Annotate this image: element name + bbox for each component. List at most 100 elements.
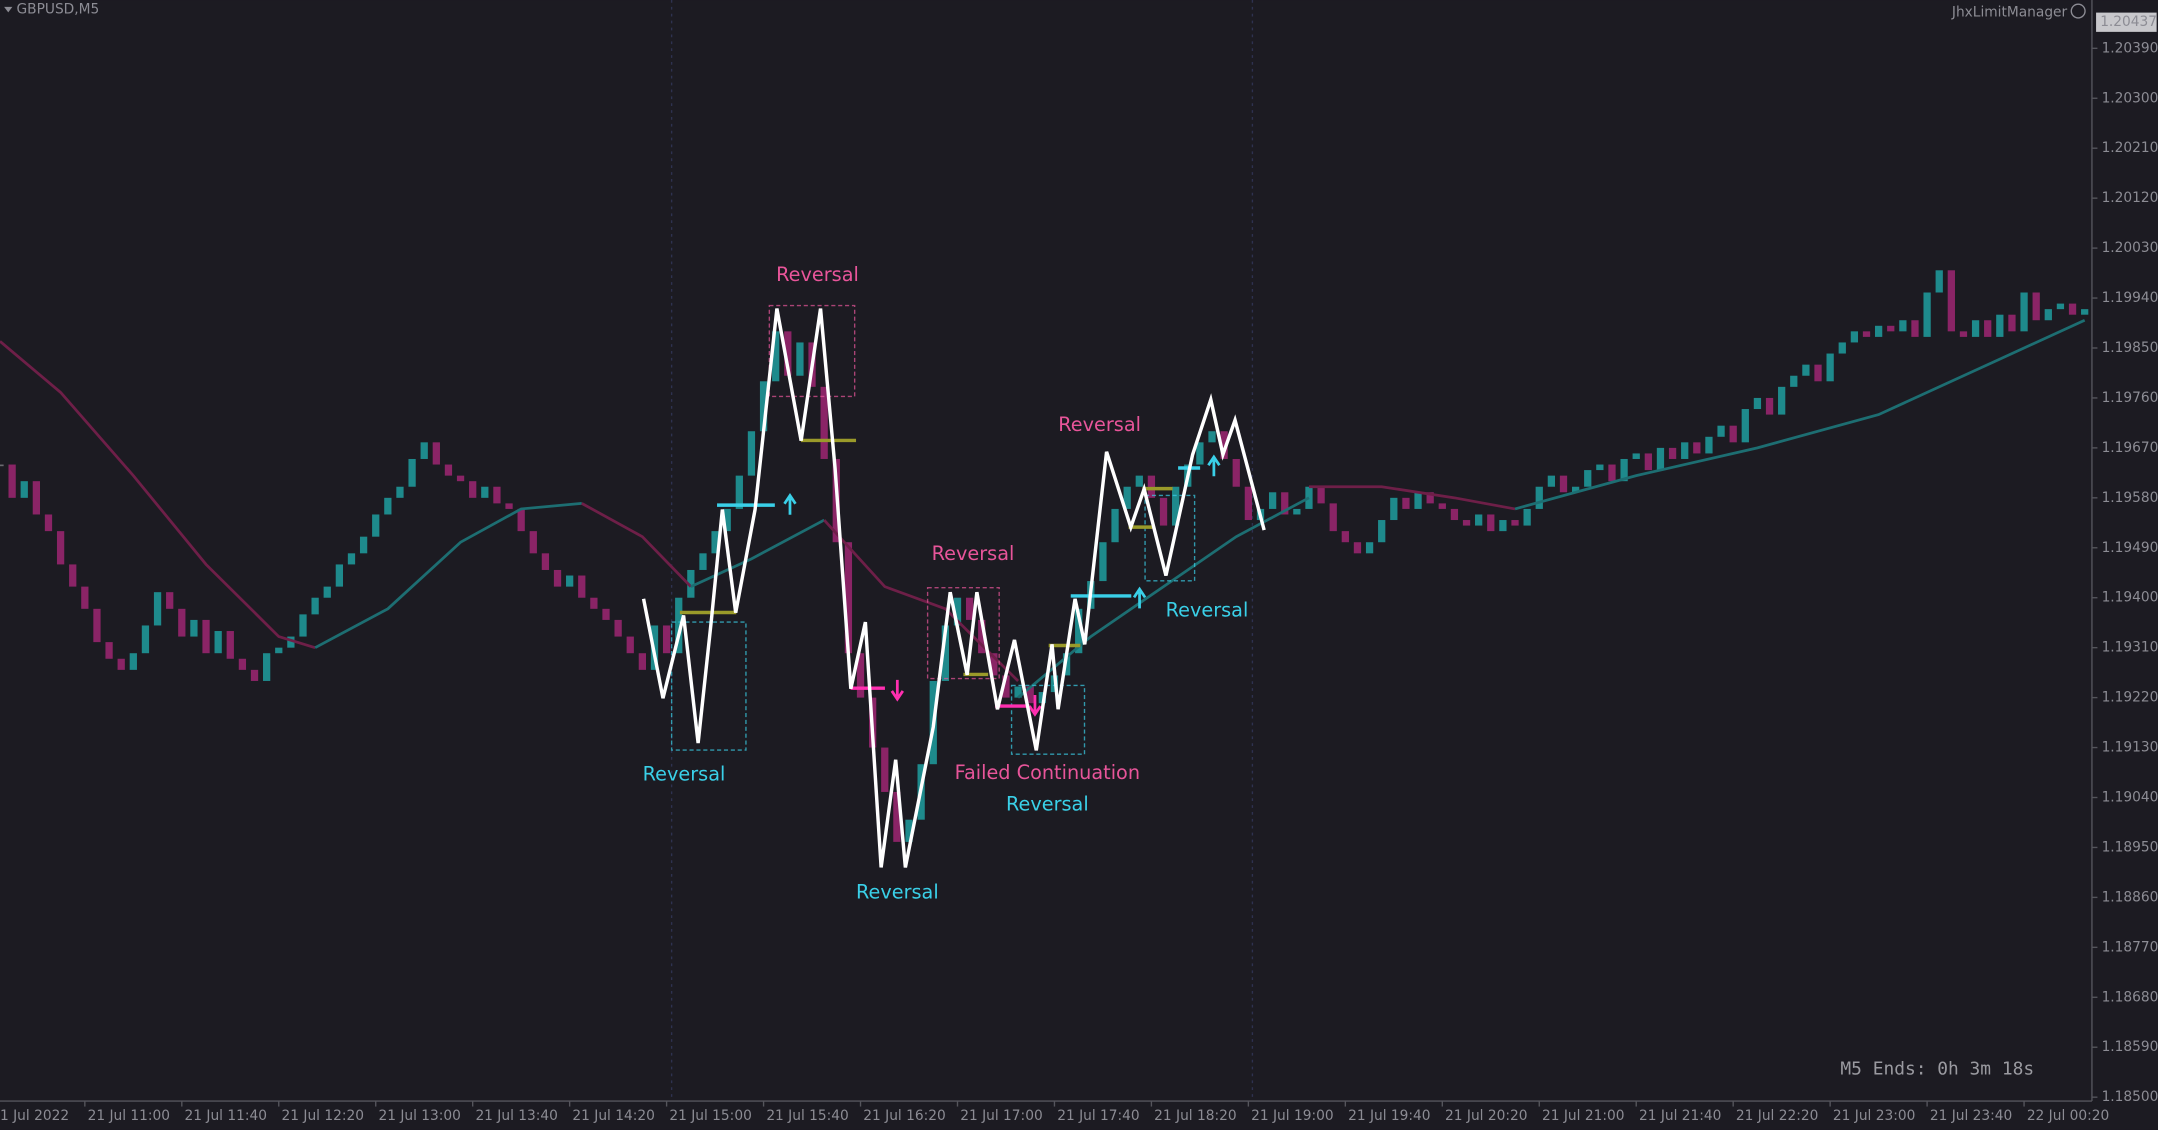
candle-body bbox=[1232, 458, 1240, 487]
candle-body bbox=[2020, 292, 2028, 332]
candle-body bbox=[1462, 520, 1471, 526]
indicator-icon[interactable] bbox=[2070, 3, 2086, 19]
zone-box bbox=[670, 621, 747, 751]
candle-body bbox=[2056, 303, 2065, 310]
candle-body bbox=[384, 497, 392, 515]
candle-body bbox=[2044, 309, 2052, 321]
x-tick-label: 21 Jul 11:40 bbox=[185, 1108, 267, 1124]
x-tick-label: 21 Jul 18:20 bbox=[1154, 1108, 1236, 1124]
candle-body bbox=[444, 464, 453, 476]
candle-body bbox=[1608, 464, 1616, 482]
candle-body bbox=[1923, 292, 1931, 337]
axes: 1.20390 1.20300 1.20210 1.20120 1.20030 1.199… bbox=[0, 12, 2158, 1124]
candle-body bbox=[1535, 486, 1543, 509]
candle-body bbox=[1378, 520, 1386, 543]
candle-body bbox=[1959, 331, 1968, 337]
arrows bbox=[783, 454, 1221, 717]
candle-body bbox=[56, 531, 65, 565]
y-tick-label: 1.18770 bbox=[2102, 939, 2158, 955]
candle-body bbox=[553, 569, 562, 587]
candle-body bbox=[1753, 397, 1762, 410]
moving-average bbox=[0, 340, 316, 649]
candle-body bbox=[214, 631, 222, 654]
candle-body bbox=[844, 542, 853, 654]
y-tick-label: 1.18500 bbox=[2102, 1089, 2158, 1105]
candle-body bbox=[408, 458, 416, 487]
zigzag-line bbox=[641, 308, 1266, 868]
candle-body bbox=[69, 564, 77, 587]
x-tick-label: 21 Jul 23:40 bbox=[1930, 1108, 2012, 1124]
candle-body bbox=[117, 658, 125, 670]
x-tick-label: 21 Jul 17:40 bbox=[1057, 1108, 1139, 1124]
y-tick-label: 1.20390 bbox=[2102, 40, 2158, 56]
x-tick-label: 22 Jul 00:20 bbox=[2027, 1108, 2109, 1124]
y-tick-label: 1.18680 bbox=[2102, 989, 2158, 1005]
candle-body bbox=[493, 486, 501, 504]
candle-body bbox=[1887, 325, 1895, 332]
candle-body bbox=[323, 586, 331, 598]
candle-body bbox=[1414, 492, 1422, 509]
candle-body bbox=[772, 331, 780, 382]
candle-body bbox=[481, 486, 489, 498]
candle-body bbox=[1014, 686, 1022, 698]
candle-body bbox=[1172, 486, 1180, 526]
x-tick-label: 21 Jul 17:00 bbox=[960, 1108, 1042, 1124]
candle-body bbox=[93, 608, 101, 643]
candle-body bbox=[238, 658, 247, 670]
candle-body bbox=[1971, 320, 1980, 337]
candle-body bbox=[1874, 325, 1883, 337]
candle-body bbox=[1523, 508, 1531, 526]
candle-body bbox=[1778, 386, 1786, 415]
candle-body bbox=[20, 481, 28, 498]
y-tick-label: 1.18860 bbox=[2102, 889, 2158, 905]
candle-body bbox=[166, 592, 174, 609]
candle-body bbox=[105, 642, 113, 659]
arrow-down bbox=[890, 679, 904, 702]
candle-body bbox=[1584, 470, 1592, 487]
annotation: Failed Continuation bbox=[955, 761, 1140, 784]
candle-body bbox=[759, 381, 768, 432]
candle-body bbox=[311, 597, 319, 615]
y-tick-label: 1.19940 bbox=[2102, 290, 2158, 306]
candle-body bbox=[190, 619, 198, 637]
candle-body bbox=[1620, 458, 1628, 482]
candle-body bbox=[1268, 492, 1277, 509]
candle-body bbox=[44, 514, 53, 532]
candle-body bbox=[1390, 497, 1398, 521]
candle-body bbox=[1111, 508, 1119, 543]
candle-body bbox=[1196, 442, 1204, 465]
candle-body bbox=[1365, 542, 1374, 554]
candle-body bbox=[432, 442, 440, 465]
candle-body bbox=[1765, 397, 1774, 415]
annotation: Reversal bbox=[1166, 599, 1249, 622]
y-tick-label: 1.19130 bbox=[2102, 740, 2158, 756]
candle-body bbox=[1547, 475, 1556, 487]
y-tick-label: 1.20210 bbox=[2102, 140, 2158, 156]
candle-body bbox=[1159, 497, 1168, 526]
candle-body bbox=[1996, 314, 2004, 337]
candle-body bbox=[1656, 447, 1665, 471]
candle-body bbox=[687, 569, 695, 598]
moving-average bbox=[1514, 318, 2086, 511]
x-tick-label: 21 Jul 14:20 bbox=[572, 1108, 654, 1124]
candle-body bbox=[129, 653, 137, 670]
candle-body bbox=[1438, 503, 1446, 509]
candle-body bbox=[856, 653, 865, 698]
candle-body bbox=[1511, 520, 1519, 526]
symbol-menu-icon[interactable] bbox=[4, 6, 13, 13]
candle-body bbox=[1559, 475, 1568, 493]
moving-average bbox=[581, 502, 692, 588]
candle-body bbox=[469, 481, 477, 498]
moving-average bbox=[1308, 485, 1516, 511]
candle-body bbox=[1147, 475, 1156, 498]
candle-body bbox=[1790, 375, 1798, 387]
candle-body bbox=[1947, 270, 1955, 332]
candle-body bbox=[335, 564, 344, 587]
candle-body bbox=[541, 553, 550, 570]
annotation: Reversal bbox=[1058, 413, 1141, 436]
candle-body bbox=[456, 475, 465, 482]
candle-body bbox=[0, 464, 4, 467]
candle-body bbox=[1487, 514, 1495, 532]
annotation: Reversal bbox=[1006, 793, 1089, 816]
